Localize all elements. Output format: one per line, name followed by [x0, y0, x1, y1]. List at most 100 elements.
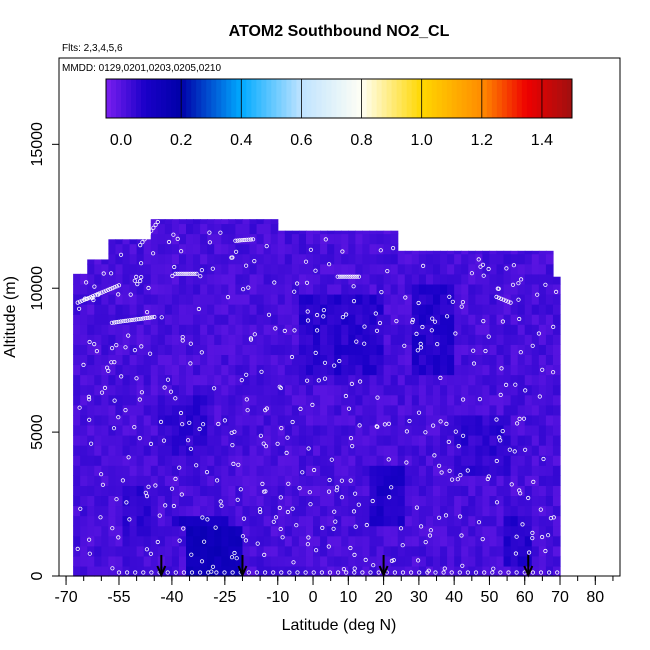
field-cell-2311	[545, 414, 554, 426]
sample-point	[187, 420, 192, 425]
field-cell-49	[80, 374, 88, 386]
field-cell-1357	[341, 230, 349, 235]
field-cell-2165	[517, 555, 526, 567]
field-cell-1072	[284, 273, 293, 285]
field-cell-370	[150, 465, 159, 476]
field-cell-400	[157, 525, 166, 537]
field-cell-377	[150, 394, 159, 406]
sample-point	[404, 460, 409, 465]
field-cell-243	[122, 374, 131, 386]
field-cell-1557	[383, 324, 392, 335]
field-cell-1217	[313, 230, 321, 235]
field-cell-715	[214, 253, 222, 265]
field-cell-1231	[320, 434, 328, 446]
field-cell-636	[200, 324, 208, 335]
field-cell-1796	[433, 283, 441, 295]
field-cell-771	[228, 414, 237, 426]
field-cell-1274	[327, 354, 335, 366]
field-cell-1010	[277, 545, 286, 557]
sample-point	[402, 343, 407, 348]
field-cell-941	[263, 515, 272, 527]
field-cell-1730	[418, 283, 427, 295]
field-cell-442	[164, 465, 173, 476]
field-cell-102	[94, 465, 102, 476]
field-cell-827	[235, 219, 244, 225]
field-cell-1370	[348, 445, 356, 456]
field-cell-2246	[531, 404, 540, 416]
sample-point	[311, 467, 317, 473]
field-cell-1181	[305, 233, 314, 245]
field-cell-1432	[362, 525, 371, 537]
sample-point	[374, 328, 380, 333]
field-cell-740	[221, 364, 229, 376]
field-cell-758	[228, 545, 237, 557]
field-cell-2159	[510, 283, 519, 295]
field-cell-1572	[390, 525, 399, 537]
field-cell-1042	[277, 230, 286, 235]
field-cell-235	[122, 455, 131, 466]
colorbar-cell	[181, 79, 187, 118]
field-cell-1915	[461, 414, 469, 426]
track-point	[251, 237, 256, 242]
field-cell-1440	[362, 445, 371, 456]
sample-point	[423, 430, 428, 435]
field-cell-1410	[355, 394, 364, 406]
field-cell-2257	[531, 293, 540, 305]
colorbar-cell	[311, 79, 317, 118]
field-cell-29	[73, 273, 81, 285]
field-cell-2314	[545, 384, 554, 396]
field-cell-1069	[284, 304, 293, 315]
field-cell-389	[150, 273, 159, 285]
field-cell-446	[164, 424, 173, 436]
track-point	[344, 274, 349, 279]
field-cell-2349	[552, 364, 561, 376]
field-cell-419	[157, 334, 166, 345]
field-cell-1703	[418, 555, 427, 567]
field-cell-486	[171, 384, 180, 396]
field-cell-2278	[538, 414, 547, 426]
sample-point	[286, 481, 291, 486]
field-cell-348	[143, 344, 152, 356]
field-cell-1360	[348, 545, 356, 557]
field-cell-1002	[270, 263, 279, 275]
field-cell-2144	[510, 434, 519, 446]
colorbar-cell	[166, 79, 172, 118]
field-cell-1039	[277, 253, 286, 265]
field-cell-1633	[397, 263, 406, 275]
field-cell-1503	[376, 515, 385, 527]
field-cell-434	[164, 545, 173, 557]
field-cell-447	[164, 414, 173, 426]
field-cell-2261	[531, 253, 540, 265]
field-cell-1784	[433, 404, 441, 416]
field-cell-1431	[362, 535, 371, 547]
field-cell-1245	[320, 293, 328, 305]
field-cell-2004	[482, 515, 491, 527]
field-cell-2061	[489, 273, 498, 285]
field-cell-1490	[369, 293, 378, 305]
field-cell-1824	[440, 334, 448, 345]
field-cell-1455	[362, 293, 371, 305]
field-cell-413	[157, 394, 166, 406]
field-cell-1789	[433, 354, 441, 366]
x-tick-label: 0	[309, 589, 318, 606]
field-cell-1745	[425, 465, 434, 476]
field-cell-240	[122, 404, 131, 416]
field-cell-341	[143, 414, 152, 426]
field-cell-1394	[355, 555, 364, 567]
field-cell-189	[108, 239, 117, 245]
sample-point	[177, 465, 182, 470]
field-cell-551	[186, 455, 194, 466]
field-cell-510	[178, 505, 187, 517]
field-cell-1351	[341, 283, 349, 295]
colorbar-cell	[451, 79, 458, 118]
field-cell-1754	[425, 374, 434, 386]
field-cell-566	[186, 304, 194, 315]
down-arrow-icon	[237, 555, 248, 578]
field-cell-2172	[517, 485, 526, 497]
field-cell-596	[193, 364, 201, 376]
field-cell-347	[143, 354, 152, 366]
field-cell-454	[164, 344, 173, 356]
field-cell-882	[249, 384, 258, 396]
field-cell-555	[186, 414, 194, 426]
